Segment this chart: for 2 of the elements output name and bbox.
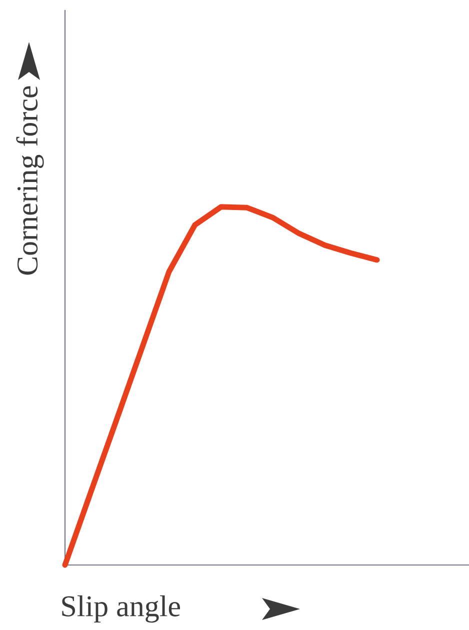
x-axis-title: Slip angle: [62, 595, 180, 623]
y-axis-title: Cornering force: [16, 86, 44, 275]
